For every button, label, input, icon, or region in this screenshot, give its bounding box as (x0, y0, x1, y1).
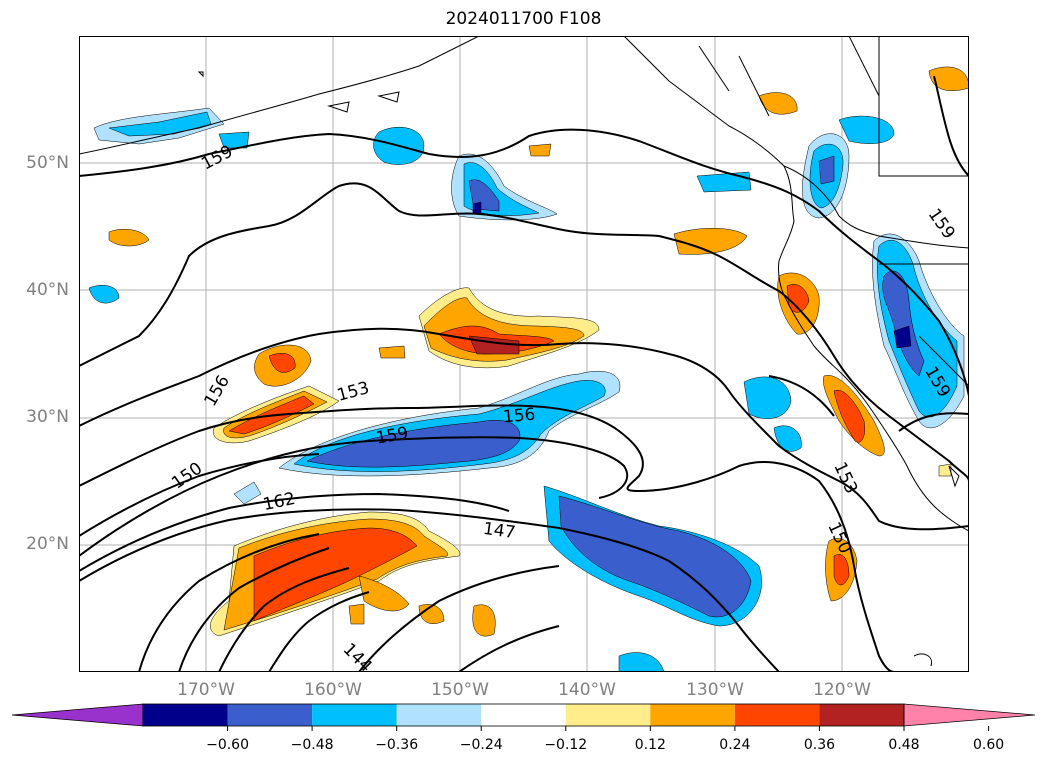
colorbar-tick-label: −0.36 (375, 737, 419, 753)
colorbar-tick-label: 0.48 (888, 737, 920, 753)
coastlines (79, 36, 969, 667)
colorbar-tick-label: 0.36 (803, 737, 836, 753)
map-frame (79, 36, 969, 672)
colorbar-tick-label: 0.12 (634, 737, 666, 753)
lon-label-130w: 130°W (686, 680, 744, 700)
contour-147 (79, 508, 780, 672)
contour-159 (79, 128, 969, 397)
lat-label-30n: 30°N (26, 407, 69, 427)
contour-label-147: 147 (481, 518, 517, 544)
colorbar-segment (650, 704, 735, 726)
colorbar-extend-low (11, 703, 144, 727)
colorbar-segment (396, 704, 482, 726)
colorbar-tick-label: 0.60 (972, 737, 1005, 753)
map-panel: 159 156 153 150 162 147 144 159 156 153 … (79, 36, 969, 677)
colorbar-segment (481, 704, 566, 726)
colorbar-tick-label: −0.48 (290, 737, 334, 753)
contour-162 (79, 453, 320, 537)
colorbar-segment (143, 704, 228, 726)
colorbar-tick-label: −0.60 (206, 737, 249, 753)
colorbar-segment (227, 704, 313, 726)
colorbar-tick-label: −0.12 (544, 737, 588, 753)
contour-144 (178, 547, 330, 672)
contour-label-156-mid: 156 (502, 404, 537, 428)
positive-anomaly-fields (108, 66, 969, 637)
colorbar-segment (312, 704, 397, 726)
lon-label-150w: 150°W (431, 680, 489, 700)
lon-label-160w: 160°W (304, 680, 362, 700)
colorbar-segment (819, 704, 904, 726)
height-contours (79, 75, 969, 672)
contour-156 (79, 182, 969, 482)
colorbar-tick-label: −0.24 (459, 737, 503, 753)
contour-150 (79, 404, 895, 672)
lon-label-140w: 140°W (558, 680, 616, 700)
lat-label-20n: 20°N (26, 534, 69, 554)
lon-label-120w: 120°W (813, 680, 871, 700)
map-canvas (79, 36, 969, 672)
colorbar-tick-label: 0.24 (719, 737, 751, 753)
lat-label-50n: 50°N (26, 153, 69, 173)
colorbar-outline (142, 703, 905, 727)
colorbar-segment (565, 704, 651, 726)
colorbar-extend-high (903, 703, 1036, 727)
contour-153 (79, 327, 969, 531)
lon-label-170w: 170°W (177, 680, 235, 700)
lat-label-40n: 40°N (26, 280, 69, 300)
colorbar-segments (11, 703, 1036, 731)
map-title: 2024011700 F108 (445, 9, 602, 29)
colorbar-segment (734, 704, 820, 726)
